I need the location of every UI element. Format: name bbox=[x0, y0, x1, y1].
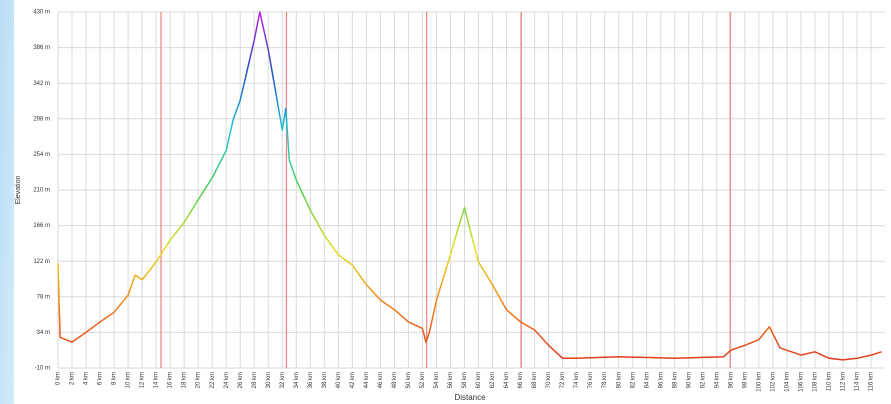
x-tick-label: 34 km bbox=[294, 372, 300, 388]
y-tick-label: 78 m bbox=[37, 294, 50, 300]
x-tick-label: 70 km bbox=[546, 372, 552, 388]
x-tick-label: 74 km bbox=[574, 372, 580, 388]
x-tick-label: 18 km bbox=[182, 372, 188, 388]
x-tick-label: 68 km bbox=[532, 372, 538, 388]
x-tick-label: 90 km bbox=[686, 372, 692, 388]
y-tick-label: 254 m bbox=[33, 152, 50, 158]
x-tick-label: 54 km bbox=[434, 372, 440, 388]
x-tick-label: 4 km bbox=[84, 372, 90, 385]
x-tick-label: 26 km bbox=[238, 372, 244, 388]
x-axis-label: Distance bbox=[454, 393, 486, 402]
x-tick-label: 12 km bbox=[140, 372, 146, 388]
x-tick-label: 96 km bbox=[728, 372, 734, 388]
x-tick-label: 98 km bbox=[742, 372, 748, 388]
x-tick-label: 76 km bbox=[588, 372, 594, 388]
x-tick-label: 88 km bbox=[672, 372, 678, 388]
y-tick-label: 298 m bbox=[33, 116, 50, 122]
x-tick-label: 64 km bbox=[504, 372, 510, 388]
x-tick-label: 6 km bbox=[98, 372, 104, 385]
x-tick-label: 50 km bbox=[406, 372, 412, 388]
x-tick-label: 24 km bbox=[224, 372, 230, 388]
x-tick-label: 92 km bbox=[700, 372, 706, 388]
x-tick-label: 44 km bbox=[364, 372, 370, 388]
x-tick-label: 100 km bbox=[756, 372, 762, 392]
x-tick-label: 16 km bbox=[168, 372, 174, 388]
x-tick-label: 32 km bbox=[280, 372, 286, 388]
x-tick-label: 14 km bbox=[154, 372, 160, 388]
x-tick-label: 20 km bbox=[196, 372, 202, 388]
x-tick-label: 28 km bbox=[252, 372, 258, 388]
x-tick-label: 116 km bbox=[869, 372, 875, 391]
x-tick-label: 86 km bbox=[658, 372, 664, 388]
x-tick-label: 108 km bbox=[812, 372, 818, 392]
y-tick-label: 430 m bbox=[33, 10, 50, 16]
x-tick-label: 10 km bbox=[126, 372, 132, 388]
chart-background bbox=[14, 0, 891, 404]
y-tick-label: 34 m bbox=[37, 330, 50, 336]
y-tick-label: 386 m bbox=[33, 45, 50, 51]
x-tick-label: 114 km bbox=[855, 372, 861, 391]
x-tick-label: 62 km bbox=[490, 372, 496, 388]
x-tick-label: 52 km bbox=[420, 372, 426, 388]
x-tick-label: 78 km bbox=[602, 372, 608, 388]
x-tick-label: 46 km bbox=[378, 372, 384, 388]
y-tick-label: 166 m bbox=[33, 223, 50, 229]
x-tick-label: 60 km bbox=[476, 372, 482, 388]
y-tick-label: 342 m bbox=[33, 81, 50, 87]
x-tick-label: 58 km bbox=[462, 372, 468, 388]
x-tick-label: 30 km bbox=[266, 372, 272, 388]
x-tick-label: 106 km bbox=[798, 372, 804, 392]
elevation-line bbox=[57, 11, 882, 361]
x-tick-label: 104 km bbox=[784, 372, 790, 392]
x-tick-label: 2 km bbox=[70, 372, 76, 385]
y-tick-label: 210 m bbox=[33, 188, 50, 194]
x-tick-label: 80 km bbox=[616, 372, 622, 388]
x-tick-label: 36 km bbox=[308, 372, 314, 388]
y-tick-label: -10 m bbox=[35, 366, 50, 372]
x-tick-label: 8 km bbox=[112, 372, 118, 385]
x-tick-label: 0 km bbox=[56, 372, 62, 385]
x-tick-label: 82 km bbox=[630, 372, 636, 388]
map-strip bbox=[0, 0, 14, 404]
x-tick-label: 66 km bbox=[518, 372, 524, 388]
x-tick-label: 40 km bbox=[336, 372, 342, 388]
x-tick-label: 42 km bbox=[350, 372, 356, 388]
x-tick-label: 22 km bbox=[210, 372, 216, 388]
x-tick-label: 94 km bbox=[714, 372, 720, 388]
x-tick-label: 72 km bbox=[560, 372, 566, 388]
x-tick-label: 102 km bbox=[770, 372, 776, 392]
x-tick-label: 48 km bbox=[392, 372, 398, 388]
x-tick-label: 112 km bbox=[841, 372, 847, 391]
x-tick-label: 38 km bbox=[322, 372, 328, 388]
y-axis-label: Elevation bbox=[15, 175, 22, 204]
x-tick-label: 84 km bbox=[644, 372, 650, 388]
x-tick-label: 110 km bbox=[827, 372, 833, 391]
x-tick-label: 56 km bbox=[448, 372, 454, 388]
y-tick-label: 122 m bbox=[33, 259, 50, 265]
